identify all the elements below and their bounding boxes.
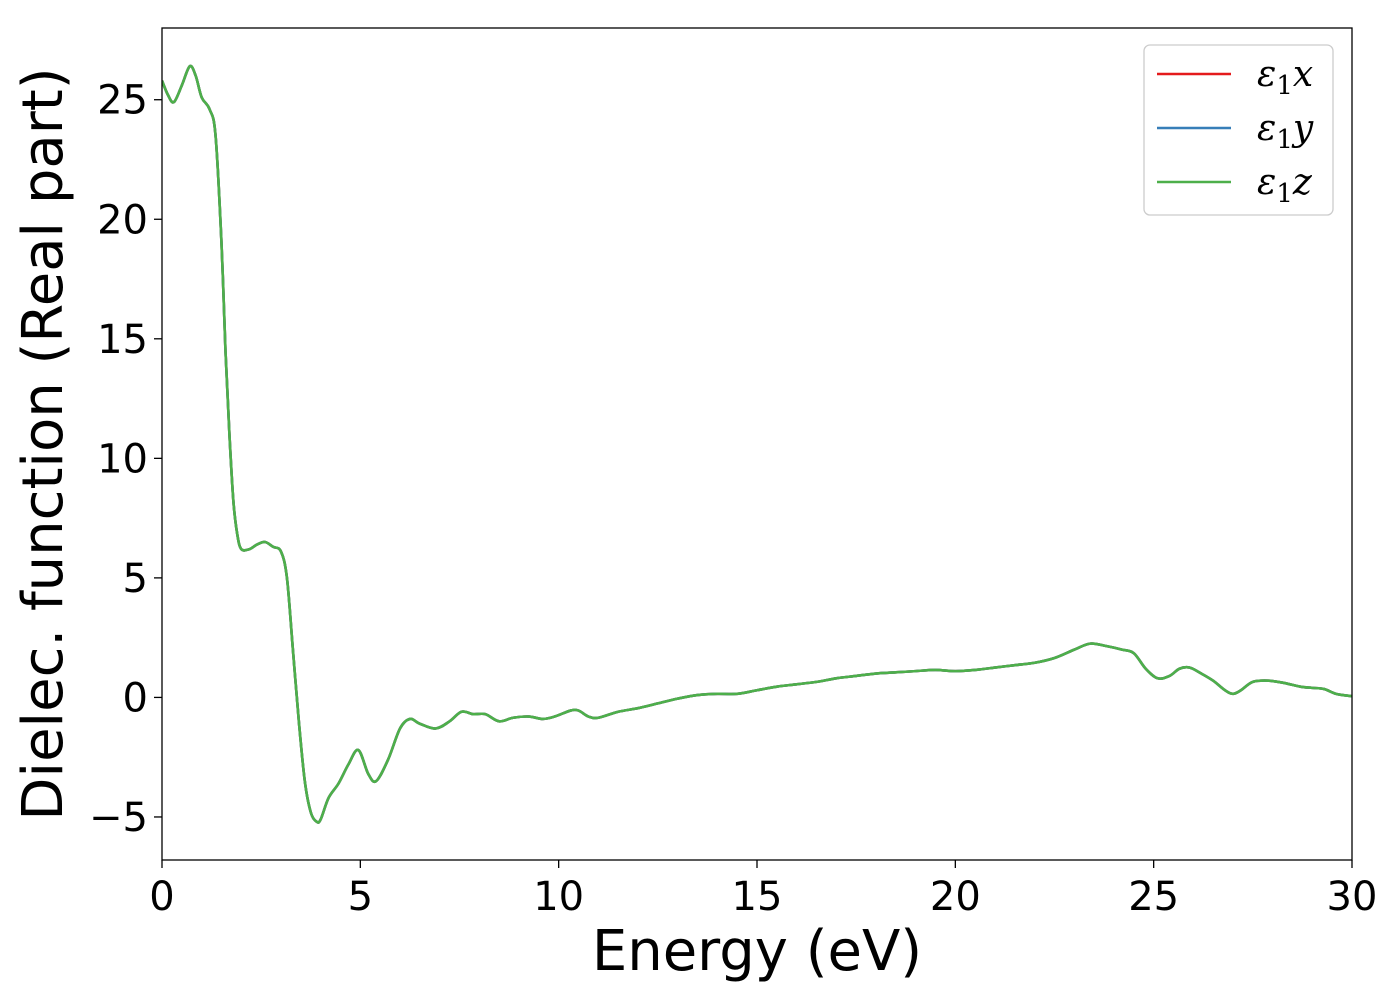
series-line-z — [162, 64, 1352, 824]
y-tick-label: 15 — [97, 317, 148, 363]
legend-component: y — [1291, 108, 1314, 149]
legend-symbol: ε — [1257, 54, 1276, 95]
legend-label-y: ε1y — [1257, 108, 1314, 155]
x-tick-label: 15 — [732, 874, 783, 920]
legend-symbol: ε — [1257, 162, 1276, 203]
y-tick-label: −5 — [89, 795, 148, 841]
y-tick-label: 20 — [97, 197, 148, 243]
x-tick-label: 5 — [348, 874, 373, 920]
legend-label-z: ε1z — [1257, 162, 1313, 209]
x-tick-label: 25 — [1128, 874, 1179, 920]
x-axis: 0 5 10 15 20 25 30 — [149, 860, 1377, 920]
y-tick-label: 5 — [123, 556, 148, 602]
legend-subscript: 1 — [1276, 179, 1293, 209]
legend-box — [1143, 44, 1334, 216]
legend-subscript: 1 — [1276, 71, 1293, 101]
x-tick-label: 20 — [930, 874, 981, 920]
x-tick-label: 30 — [1327, 874, 1378, 920]
y-axis: −5 0 5 10 15 20 25 — [89, 78, 162, 841]
legend-subscript: 1 — [1276, 125, 1293, 155]
series-layer — [162, 64, 1352, 824]
legend-label-x: ε1x — [1257, 54, 1313, 101]
legend-component: x — [1293, 54, 1313, 95]
x-tick-label: 10 — [533, 874, 584, 920]
y-axis-title: Dielec. function (Real part) — [11, 67, 76, 820]
legend-component: z — [1292, 162, 1313, 203]
y-tick-label: 25 — [97, 78, 148, 124]
y-tick-label: 0 — [123, 675, 148, 721]
x-axis-title: Energy (eV) — [592, 919, 922, 984]
x-tick-label: 0 — [149, 874, 174, 920]
legend-symbol: ε — [1257, 108, 1276, 149]
y-tick-label: 10 — [97, 436, 148, 482]
